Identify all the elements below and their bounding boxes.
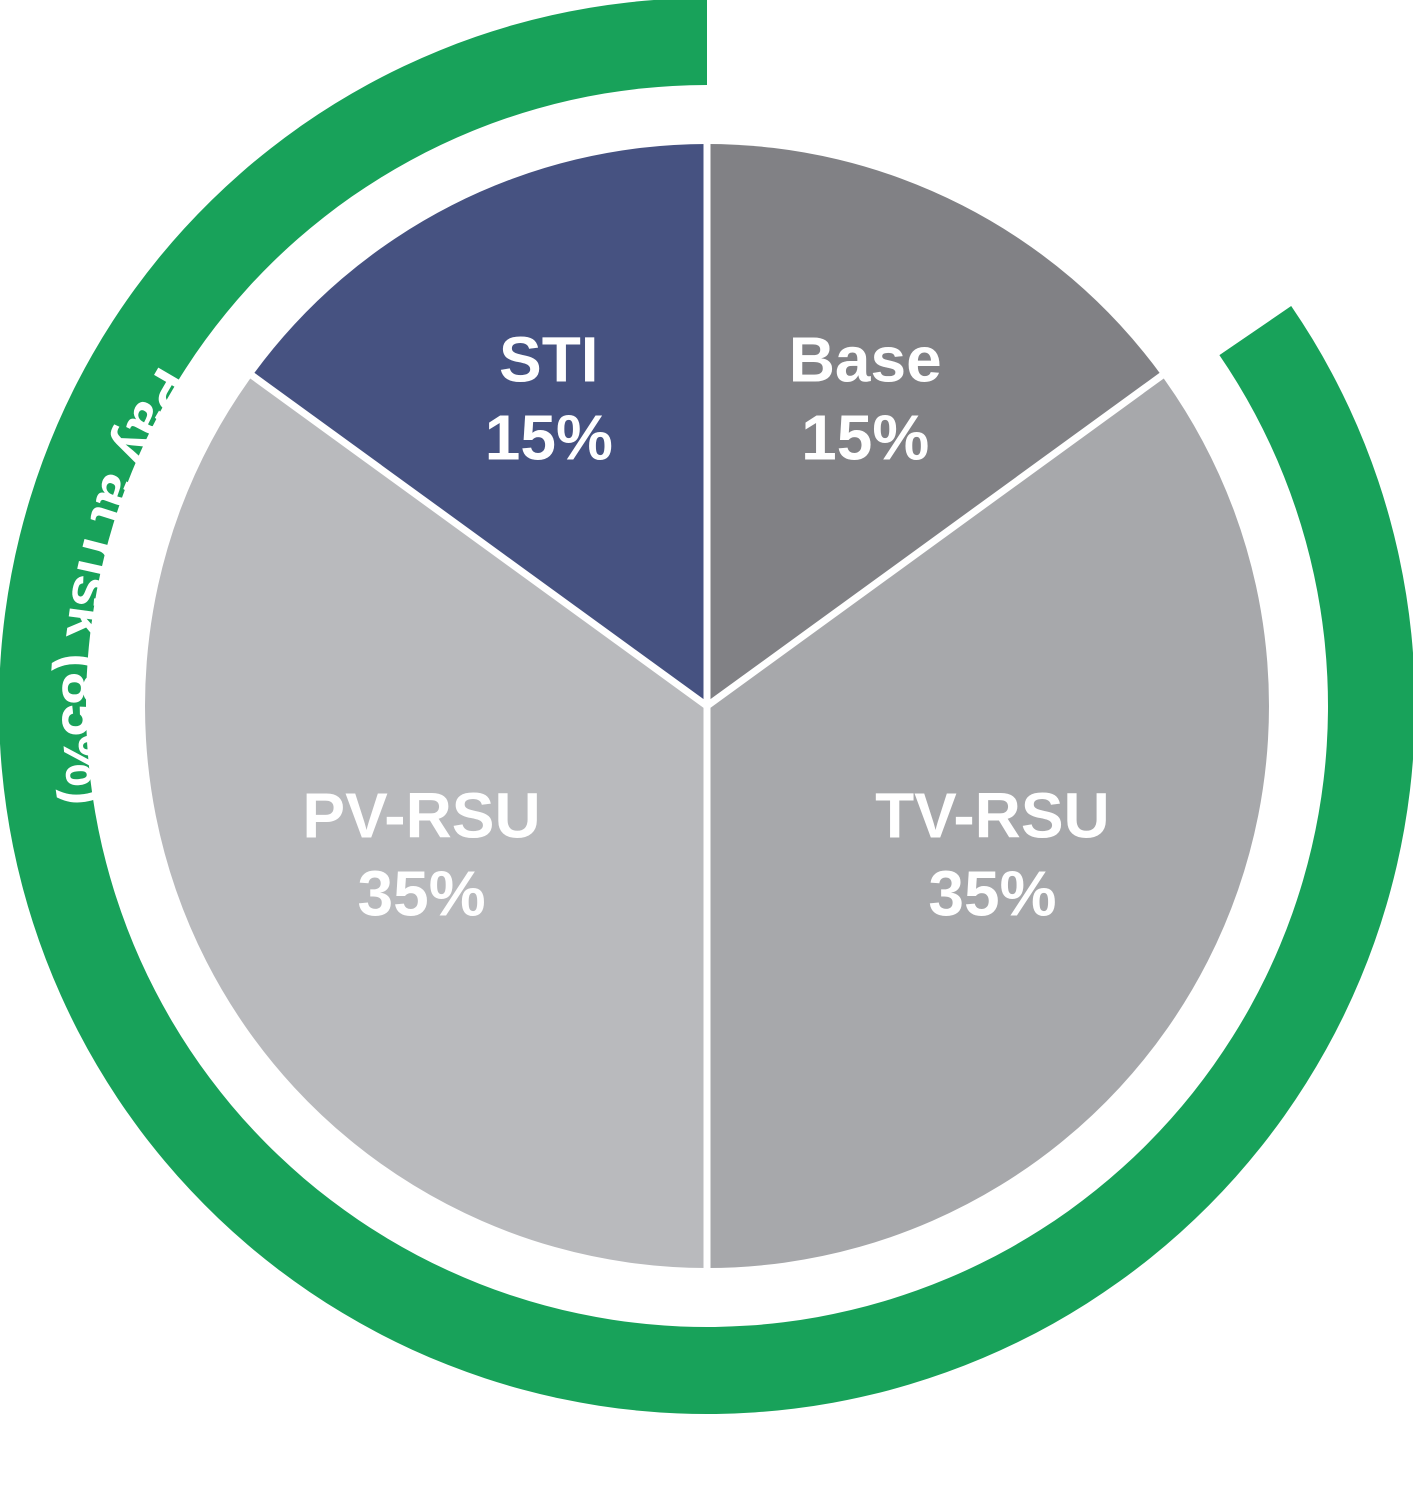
- pie-slice-sti: [252, 143, 707, 706]
- separator-layer: [248, 142, 1166, 1270]
- slice-separator: [248, 371, 710, 709]
- slice-name-label: PV-RSU: [302, 779, 540, 851]
- slice-value-label: 35%: [928, 857, 1056, 929]
- pie-slice-tv-rsu: [707, 375, 1269, 1269]
- slice-name-label: STI: [499, 324, 599, 396]
- slice-layer: [145, 143, 1269, 1269]
- pie-slice-base: [707, 144, 1162, 706]
- slice-value-label: 15%: [801, 402, 929, 474]
- slice-name-label: Base: [789, 324, 942, 396]
- slice-value-label: 15%: [485, 402, 613, 474]
- slice-separator: [704, 371, 1166, 709]
- slice-name-label: TV-RSU: [875, 779, 1110, 851]
- slice-value-label: 35%: [358, 857, 486, 929]
- pie-slice-pv-rsu: [145, 375, 708, 1269]
